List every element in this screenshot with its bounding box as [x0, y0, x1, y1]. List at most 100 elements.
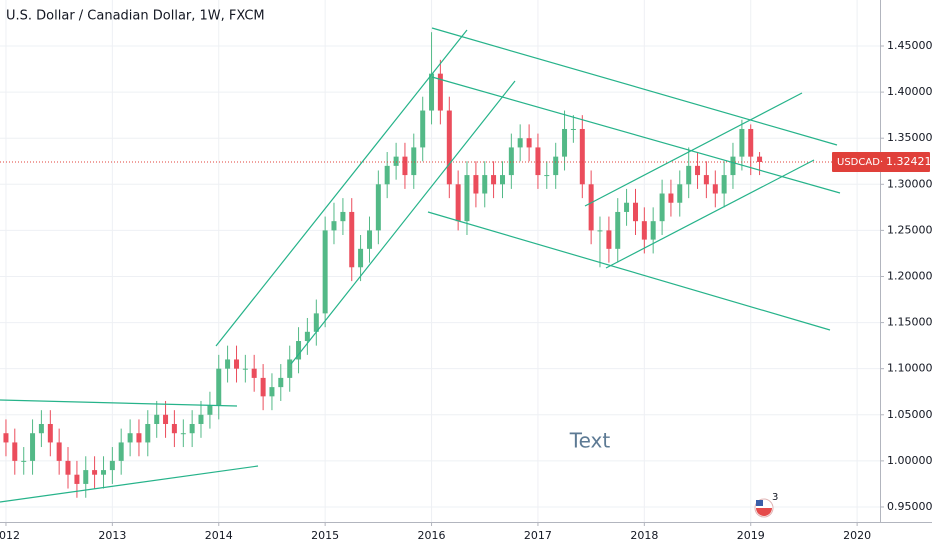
x-tick-label: 2016 [418, 529, 446, 542]
y-tick-label: 0.95000 [887, 500, 932, 513]
time-axis-bg [0, 522, 932, 550]
candle-body [429, 73, 435, 111]
candle-body [340, 211, 346, 222]
candle-body [703, 175, 709, 185]
candle-body [562, 128, 568, 157]
candle-body [500, 175, 506, 185]
candle-body [535, 147, 541, 176]
trend-line [0, 399, 238, 407]
candle-body [686, 165, 692, 185]
y-tick-label: 1.30000 [887, 177, 932, 190]
candle-body [65, 460, 71, 475]
candle-body [304, 331, 310, 342]
candle-body [154, 414, 160, 424]
last-price-sep: · [880, 157, 883, 168]
candle-body [278, 377, 284, 388]
candle-body [633, 202, 639, 222]
candle-body [234, 359, 240, 369]
candle-body [491, 175, 497, 185]
trend-line [215, 29, 468, 347]
candle-body [287, 359, 293, 378]
candles [0, 32, 880, 498]
x-tick-label: 2019 [737, 529, 765, 542]
x-tick-label: 2012 [0, 529, 20, 542]
candle-body [393, 156, 399, 166]
candle-body [313, 313, 319, 332]
candle-body [251, 368, 257, 378]
candle-body [473, 175, 479, 194]
candle-body [198, 414, 204, 424]
badge-count: 3 [772, 492, 778, 503]
candle-body [260, 377, 266, 397]
candle-body [748, 128, 754, 157]
candle-body [171, 423, 177, 434]
trend-line [427, 211, 831, 331]
y-tick-label: 1.45000 [887, 39, 932, 52]
candle-body [74, 474, 80, 484]
trend-line [0, 465, 259, 503]
y-tick-label: 1.40000 [887, 85, 932, 98]
candle-body [420, 110, 426, 148]
candle-body [650, 221, 656, 240]
candle-body [47, 423, 53, 443]
candle-body [455, 184, 461, 222]
candle-body [757, 156, 763, 162]
candle-body [358, 248, 364, 268]
candle-body [145, 423, 151, 443]
y-tick-label: 1.00000 [887, 454, 932, 467]
y-tick-label: 1.25000 [887, 223, 932, 236]
badge-flag-canton [756, 500, 763, 506]
candle-body [92, 470, 98, 475]
x-tick-label: 2015 [311, 529, 339, 542]
candle-body [3, 433, 9, 443]
candle-body [553, 156, 559, 176]
candle-body [437, 73, 443, 111]
candle-body [579, 128, 585, 185]
candle-body [624, 202, 630, 212]
candle-body [526, 138, 532, 148]
candle-body [38, 423, 44, 434]
candle-body [446, 110, 452, 185]
candle-body [127, 433, 133, 443]
y-tick-label: 1.35000 [887, 131, 932, 144]
trend-line [290, 80, 516, 365]
last-price-badge-bg [832, 151, 930, 172]
candle-body [411, 147, 417, 176]
candle-body [641, 221, 647, 240]
candle-body [83, 470, 89, 484]
annotation: Text [569, 429, 611, 453]
last-price-symbol: USDCAD [837, 157, 880, 168]
candle-body [570, 128, 576, 130]
last-price-value: 1.32421 [886, 155, 932, 168]
candle-body [109, 460, 115, 471]
candle-body [464, 175, 470, 222]
chart-title: U.S. Dollar / Canadian Dollar, 1W, FXCM [6, 9, 265, 24]
candle-body [180, 433, 186, 435]
candle-body [739, 128, 745, 157]
trend-line [584, 92, 803, 207]
badge-flag [756, 508, 772, 516]
candle-body [296, 341, 302, 360]
candle-body [136, 433, 142, 443]
trend-line [605, 159, 815, 269]
candle-body [375, 184, 381, 231]
x-tick-label: 2020 [843, 529, 871, 542]
candle-body [677, 184, 683, 203]
candle-body [544, 175, 550, 177]
candle-body [331, 221, 337, 231]
candle-body [118, 442, 124, 461]
candle-body [163, 414, 169, 424]
candle-body [606, 230, 612, 249]
candle-body [588, 184, 594, 231]
candle-body [659, 193, 665, 222]
price-axis-bg [880, 0, 932, 550]
candle-body [216, 368, 222, 406]
candle-body [101, 470, 107, 475]
candle-body [322, 230, 328, 314]
candle-body [269, 387, 275, 397]
candle-body [402, 156, 408, 176]
x-tick-label: 2013 [98, 529, 126, 542]
